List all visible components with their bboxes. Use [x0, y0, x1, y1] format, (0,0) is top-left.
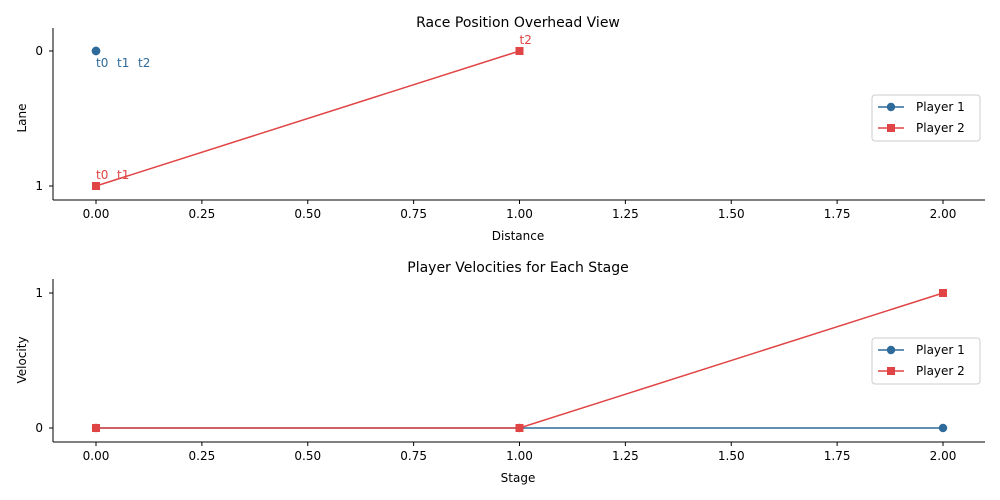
legend-label-player-1: Player 1	[916, 100, 965, 114]
chart-title-player-velocities: Player Velocities for Each Stage	[407, 260, 629, 276]
x-axis-title-player-velocities: Stage	[501, 471, 536, 485]
annotation-label-player-2: t1	[117, 168, 129, 182]
data-point-player-1	[938, 423, 948, 433]
y-tick-label: 1	[35, 286, 43, 300]
chart-title-race-position: Race Position Overhead View	[416, 15, 620, 31]
y-tick-label: 0	[35, 44, 43, 58]
annotation-label-player-2: t2	[520, 33, 532, 47]
legend-marker-player-1	[886, 102, 896, 112]
x-tick-label: 1.00	[506, 207, 533, 221]
annotation-label-player-1: t2	[138, 56, 150, 70]
x-tick-label: 0.00	[83, 449, 110, 463]
annotation-label-player-1: t0	[96, 56, 108, 70]
y-tick-label: 0	[35, 421, 43, 435]
legend-marker-player-2	[887, 124, 895, 132]
x-tick-label: 0.25	[189, 449, 216, 463]
data-point-player-2	[92, 424, 100, 432]
y-axis-title-player-velocities: Velocity	[15, 336, 29, 383]
x-tick-label: 0.00	[83, 207, 110, 221]
series-line-player-2	[95, 50, 520, 187]
x-tick-label: 0.75	[400, 449, 427, 463]
x-tick-label: 1.00	[506, 449, 533, 463]
series-line-player-2	[96, 292, 944, 429]
x-tick-label: 0.75	[400, 207, 427, 221]
legend-player-velocities: Player 1 Player 2	[871, 337, 981, 385]
x-tick-label: 1.25	[612, 449, 639, 463]
annotation-label-player-1: t1	[117, 56, 129, 70]
x-tick-label: 1.50	[718, 207, 745, 221]
data-point-player-2	[92, 182, 100, 190]
chart-player-velocities: Player Velocities for Each Stage 0.00 0.2…	[15, 260, 985, 485]
y-tick-label: 1	[35, 179, 43, 193]
legend-race-position: Player 1 Player 2	[871, 94, 981, 142]
x-tick-label: 2.00	[930, 207, 957, 221]
annotation-label-player-2: t0	[96, 168, 108, 182]
x-tick-label: 0.50	[294, 449, 321, 463]
x-tick-label: 0.50	[294, 207, 321, 221]
x-tick-label: 2.00	[930, 449, 957, 463]
chart-race-position: Race Position Overhead View 0.00 0.25 0.50…	[15, 15, 985, 243]
data-point-player-2	[939, 289, 947, 297]
x-tick-label: 1.75	[824, 207, 851, 221]
legend-marker-player-2	[887, 367, 895, 375]
x-tick-label: 1.75	[824, 449, 851, 463]
legend-label-player-1: Player 1	[916, 343, 965, 357]
x-axis-title-race-position: Distance	[492, 229, 544, 243]
legend-label-player-2: Player 2	[916, 121, 965, 135]
legend-marker-player-1	[886, 345, 896, 355]
y-axis-title-race-position: Lane	[15, 103, 29, 132]
plot-area-race-position: 0.00 0.25 0.50 0.75 1.00 1.25 1.50 1.75 2.00 0 1 t0…	[35, 33, 956, 221]
x-tick-label: 1.50	[718, 449, 745, 463]
x-tick-label: 0.25	[189, 207, 216, 221]
data-point-player-2	[515, 424, 524, 432]
plot-area-player-velocities: 0.00 0.25 0.50 0.75 1.00 1.25 1.50 1.75 2.00 0 1	[35, 286, 956, 463]
legend-label-player-2: Player 2	[916, 364, 965, 378]
x-tick-label: 1.25	[612, 207, 639, 221]
data-point-player-2	[515, 47, 524, 55]
data-point-player-1	[91, 46, 101, 56]
